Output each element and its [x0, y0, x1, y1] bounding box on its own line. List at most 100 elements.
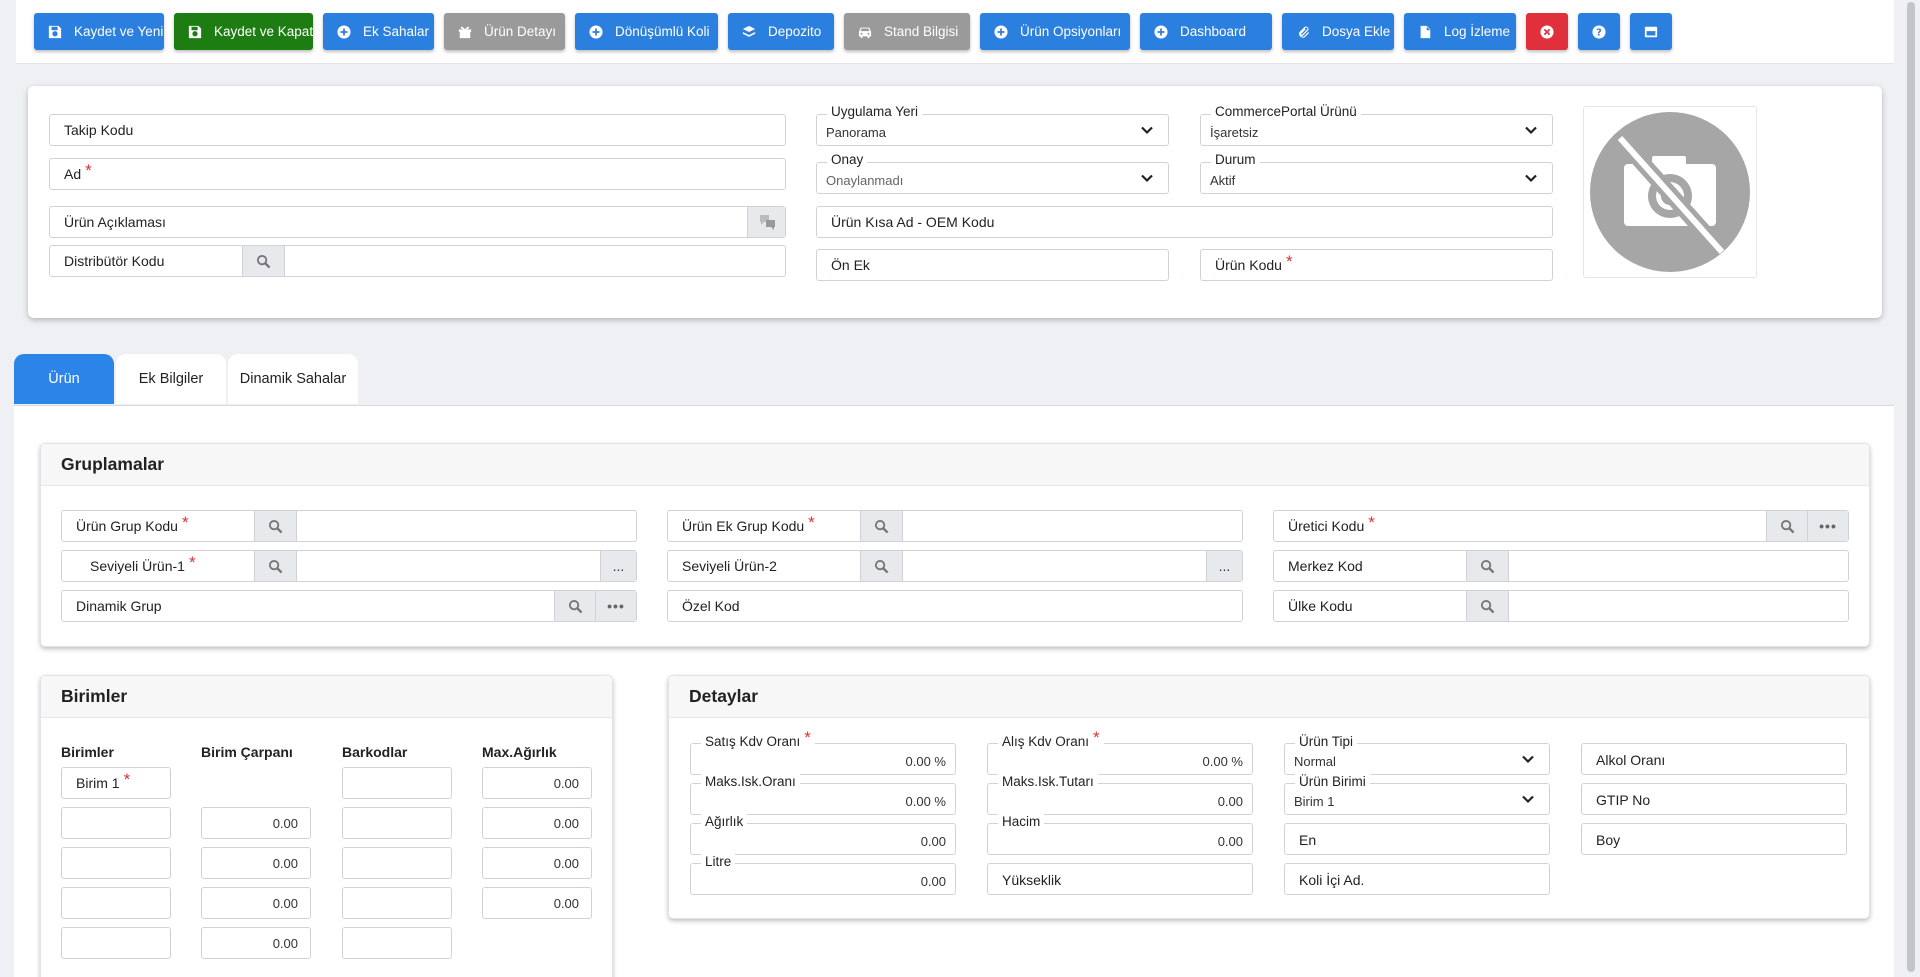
ellipsis-button[interactable]: ...	[1206, 551, 1242, 581]
search-icon[interactable]	[861, 551, 903, 581]
search-icon[interactable]	[1766, 511, 1808, 541]
search-icon[interactable]	[554, 591, 596, 621]
stand-info-button[interactable]: Stand Bilgisi	[844, 13, 970, 50]
max-weight-cell[interactable]: 0.00	[482, 887, 592, 919]
tab-product[interactable]: Ürün	[14, 354, 114, 404]
barcode-cell[interactable]	[342, 887, 452, 919]
search-icon[interactable]	[1467, 551, 1509, 581]
unit-cell[interactable]	[61, 807, 171, 839]
barcode-cell[interactable]	[342, 927, 452, 959]
box-qty-field[interactable]: Koli İçi Ad.	[1284, 863, 1550, 895]
height-field[interactable]: Yükseklik	[987, 863, 1253, 895]
alcohol-rate-field[interactable]: Alkol Oranı	[1581, 743, 1847, 775]
search-icon[interactable]	[255, 551, 297, 581]
search-icon[interactable]	[243, 246, 285, 276]
approval-value: Onaylanmadı	[826, 173, 904, 188]
max-weight-cell[interactable]: 0.00	[482, 847, 592, 879]
extra-fields-button[interactable]: Ek Sahalar	[323, 13, 434, 50]
product-detail-button[interactable]: Ürün Detayı	[444, 13, 565, 50]
country-code-field[interactable]: Ülke Kodu	[1273, 590, 1849, 622]
product-extra-group-code-field[interactable]: Ürün Ek Grup Kodu *	[667, 510, 1243, 542]
barcode-cell[interactable]	[342, 767, 452, 799]
returnable-box-button[interactable]: Dönüşümlü Koli	[575, 13, 718, 50]
dynamic-group-field[interactable]: Dinamik Grup •••	[61, 590, 637, 622]
barcode-cell[interactable]	[342, 847, 452, 879]
prefix-field[interactable]: Ön Ek	[816, 249, 1169, 281]
add-file-button[interactable]: Dosya Ekle	[1282, 13, 1394, 50]
multiplier-cell[interactable]: 0.00	[201, 927, 311, 959]
chevron-down-icon	[1521, 792, 1535, 806]
volume-field[interactable]: Hacim 0.00	[987, 814, 1253, 855]
product-group-code-field[interactable]: Ürün Grup Kodu *	[61, 510, 637, 542]
center-code-field[interactable]: Merkez Kod	[1273, 550, 1849, 582]
barcode-cell[interactable]	[342, 807, 452, 839]
unit-cell[interactable]	[61, 887, 171, 919]
plus-circle-icon	[337, 24, 351, 39]
short-name-field[interactable]: Ürün Kısa Ad - OEM Kodu	[816, 206, 1553, 238]
question-circle-icon: ?	[1592, 24, 1606, 39]
tracking-code-field[interactable]: Takip Kodu	[49, 114, 786, 146]
max-discount-amount-field[interactable]: Maks.Isk.Tutarı 0.00	[987, 774, 1253, 815]
sales-vat-field[interactable]: Satış Kdv Oranı * 0.00 %	[690, 729, 956, 775]
close-button[interactable]	[1526, 13, 1568, 50]
description-field[interactable]: Ürün Açıklaması	[49, 206, 786, 238]
product-options-button[interactable]: Ürün Opsiyonları	[980, 13, 1130, 50]
save-new-button[interactable]: Kaydet ve Yeni	[34, 13, 164, 50]
save-icon	[188, 25, 202, 39]
product-unit-select[interactable]: Ürün Birimi Birim 1	[1284, 774, 1550, 815]
gtip-label: GTIP No	[1596, 792, 1651, 808]
approval-select[interactable]: Onay Onaylanmadı	[816, 152, 1169, 194]
translate-icon[interactable]	[747, 207, 785, 237]
tab-dynamic-fields[interactable]: Dinamik Sahalar	[228, 354, 358, 404]
width-field[interactable]: En	[1284, 823, 1550, 855]
product-image[interactable]	[1583, 106, 1757, 278]
commerce-portal-select[interactable]: CommercePortal Ürünü İşaretsiz	[1200, 104, 1553, 146]
dashboard-button[interactable]: Dashboard	[1140, 13, 1272, 50]
max-discount-amount-label: Maks.Isk.Tutarı	[998, 774, 1098, 789]
warehouse-button[interactable]: Depozito	[728, 13, 834, 50]
max-weight-cell[interactable]: 0.00	[482, 767, 592, 799]
gtip-field[interactable]: GTIP No	[1581, 783, 1847, 815]
name-field[interactable]: Ad *	[49, 158, 786, 190]
weight-field[interactable]: Ağırlık 0.00	[690, 814, 956, 855]
scrollbar-thumb[interactable]	[1907, 2, 1915, 972]
multiplier-cell[interactable]: 0.00	[201, 887, 311, 919]
litre-field[interactable]: Litre 0.00	[690, 854, 956, 895]
save-close-button[interactable]: Kaydet ve Kapat	[174, 13, 313, 50]
search-icon[interactable]	[1467, 591, 1509, 621]
level-product-2-label: Seviyeli Ürün-2	[682, 558, 777, 574]
ellipsis-button[interactable]: ...	[600, 551, 636, 581]
application-place-value: Panorama	[826, 125, 886, 140]
more-options-icon[interactable]: •••	[1808, 511, 1848, 541]
search-icon[interactable]	[255, 511, 297, 541]
product-extra-group-code-label: Ürün Ek Grup Kodu *	[682, 513, 815, 534]
calculator-button[interactable]	[1630, 13, 1672, 50]
manufacturer-code-field[interactable]: Üretici Kodu * •••	[1273, 510, 1849, 542]
help-button[interactable]: ?	[1578, 13, 1620, 50]
level-product-1-field[interactable]: Seviyeli Ürün-1 * ...	[61, 550, 637, 582]
more-options-icon[interactable]: •••	[596, 591, 636, 621]
product-code-field[interactable]: Ürün Kodu *	[1200, 249, 1553, 281]
chevron-down-icon	[1521, 752, 1535, 766]
multiplier-cell[interactable]: 0.00	[201, 847, 311, 879]
purchase-vat-field[interactable]: Alış Kdv Oranı * 0.00 %	[987, 729, 1253, 775]
unit-1-cell[interactable]: Birim 1 *	[61, 767, 171, 799]
distributor-code-field[interactable]: Distribütör Kodu	[49, 245, 786, 277]
unit-cell[interactable]	[61, 847, 171, 879]
special-code-field[interactable]: Özel Kod	[667, 590, 1243, 622]
status-select[interactable]: Durum Aktif	[1200, 152, 1553, 194]
sales-vat-label: Satış Kdv Oranı *	[701, 729, 815, 749]
application-place-select[interactable]: Uygulama Yeri Panorama	[816, 104, 1169, 146]
max-weight-cell[interactable]: 0.00	[482, 807, 592, 839]
level-product-2-field[interactable]: Seviyeli Ürün-2 ...	[667, 550, 1243, 582]
multiplier-cell[interactable]: 0.00	[201, 807, 311, 839]
length-field[interactable]: Boy	[1581, 823, 1847, 855]
approval-label: Onay	[827, 152, 868, 167]
max-discount-rate-field[interactable]: Maks.Isk.Oranı 0.00 %	[690, 774, 956, 815]
barcodes-col-header: Barkodlar	[342, 744, 408, 760]
unit-cell[interactable]	[61, 927, 171, 959]
search-icon[interactable]	[861, 511, 903, 541]
log-view-button[interactable]: Log İzleme	[1404, 13, 1516, 50]
product-type-select[interactable]: Ürün Tipi Normal	[1284, 734, 1550, 775]
tab-extra-info[interactable]: Ek Bilgiler	[116, 354, 226, 404]
